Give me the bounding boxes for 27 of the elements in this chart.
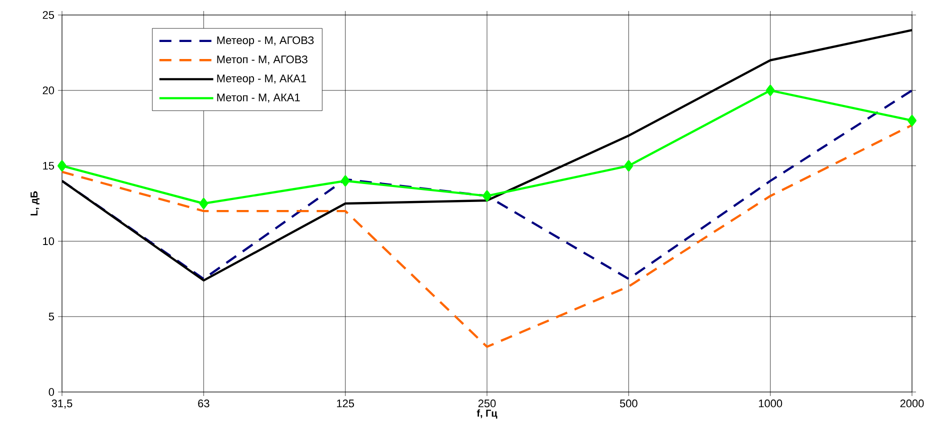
point xyxy=(58,160,66,172)
y-tick-label: 25 xyxy=(42,11,54,19)
legend-label: Метоп - М, АКА1 xyxy=(217,94,300,103)
x-tick-label: 31,5 xyxy=(52,400,72,409)
x-axis-title: f, Гц xyxy=(476,409,498,419)
y-axis-title: L, дБ xyxy=(30,191,40,216)
y-tick-label: 5 xyxy=(48,312,54,320)
legend-label: Метеор - М, АКА1 xyxy=(217,74,306,84)
point xyxy=(482,190,492,202)
point xyxy=(199,198,208,210)
line-series xyxy=(62,89,912,280)
x-tick-label: 2000 xyxy=(900,400,924,408)
point xyxy=(340,175,350,186)
x-tick-label: 1000 xyxy=(758,400,782,408)
point xyxy=(908,114,916,126)
legend-label: Метеор - М, АГОВЗ xyxy=(217,36,314,46)
point xyxy=(766,84,775,96)
x-tick-label: 500 xyxy=(620,400,638,408)
y-tick-label: 15 xyxy=(43,162,54,170)
x-tick-label: 250 xyxy=(478,400,496,408)
y-tick-label: 20 xyxy=(42,86,54,94)
x-tick-label: 63 xyxy=(198,400,210,408)
x-tick-label: 125 xyxy=(337,400,354,408)
legend-label: Метоп - М, АГОВЗ xyxy=(217,56,308,65)
y-tick-label: 10 xyxy=(43,237,54,246)
point xyxy=(624,160,634,172)
y-tick-label: 0 xyxy=(48,388,54,396)
